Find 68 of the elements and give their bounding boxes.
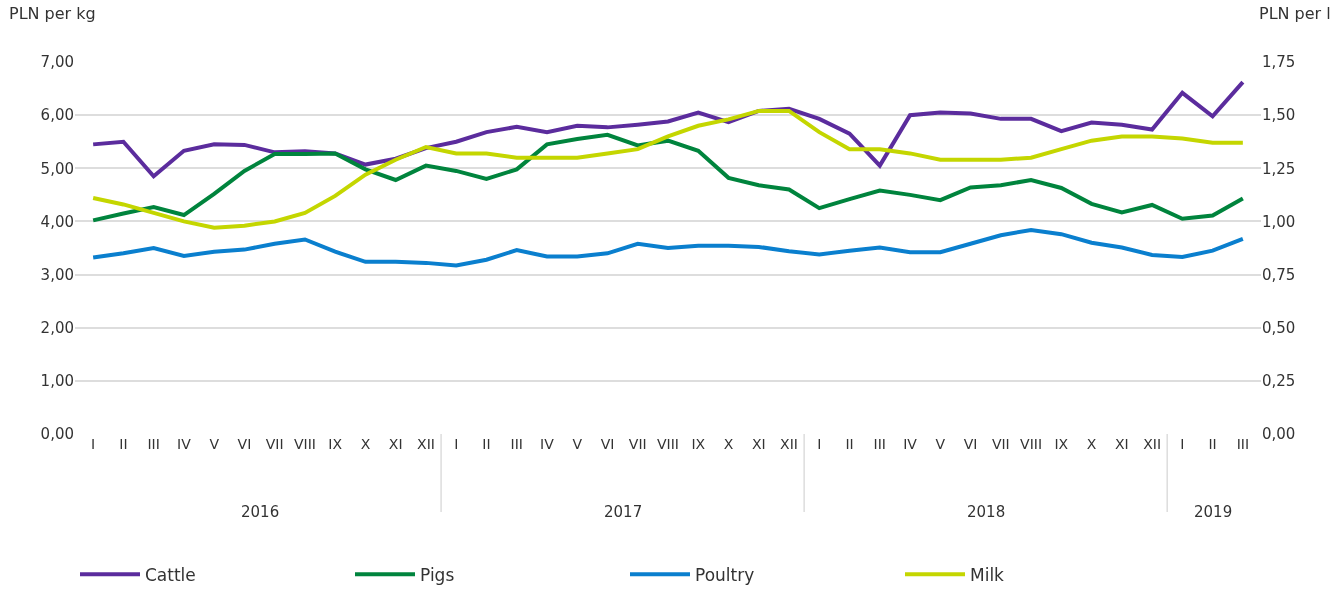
x-tick-label: VIII bbox=[1020, 436, 1043, 452]
x-tick-label: XI bbox=[751, 436, 766, 452]
y-tick-label: 7,00 bbox=[40, 53, 74, 72]
y-tick-label: 0,00 bbox=[40, 425, 74, 444]
x-tick-label: XII bbox=[1143, 436, 1162, 452]
x-tick-label: I bbox=[1180, 436, 1185, 452]
legend-label: Milk bbox=[970, 564, 1005, 585]
x-tick-label: VIII bbox=[657, 436, 679, 452]
x-tick-label: XII bbox=[780, 436, 798, 452]
x-tick-label: III bbox=[510, 436, 523, 452]
y2-tick-label: 0,75 bbox=[1262, 265, 1296, 284]
x-tick-label: II bbox=[1208, 436, 1217, 452]
x-tick-label: II bbox=[845, 436, 854, 452]
line-series bbox=[91, 108, 1245, 230]
x-tick-label: VI bbox=[600, 436, 615, 452]
text: 2016 bbox=[241, 503, 280, 521]
y2-tick-label: 0,25 bbox=[1262, 372, 1296, 391]
x-tick-label: III bbox=[147, 436, 160, 452]
x-tick-label: I bbox=[817, 436, 822, 452]
x-tick-label: I bbox=[91, 436, 96, 452]
x-tick-label: X bbox=[723, 436, 734, 452]
x-tick-label: VII bbox=[991, 436, 1010, 452]
x-tick-label: XI bbox=[388, 436, 403, 452]
x-tick-label: III bbox=[873, 436, 886, 452]
x-tick-label: IV bbox=[903, 436, 918, 452]
x-tick-label: VIII bbox=[293, 436, 316, 452]
x-tick-label: VI bbox=[237, 436, 252, 452]
x-tick-label: VII bbox=[628, 436, 647, 452]
y2-tick-label: 0,50 bbox=[1262, 318, 1296, 337]
x-tick-label: V bbox=[935, 436, 946, 452]
y2-tick-label: 1,75 bbox=[1262, 53, 1296, 72]
y-tick-label: 1,00 bbox=[40, 372, 74, 391]
legend-label: Poultry bbox=[695, 564, 755, 585]
x-tick-label: XII bbox=[417, 436, 435, 452]
x-tick-label: II bbox=[482, 436, 491, 452]
y-tick-label: 4,00 bbox=[40, 212, 74, 231]
y2-axis-title: PLN per l bbox=[1259, 4, 1331, 23]
y-axis-title: PLN per kg bbox=[9, 4, 96, 23]
x-tick-label: IX bbox=[328, 436, 343, 452]
x-tick-label: IV bbox=[540, 436, 555, 452]
x-tick-label: IV bbox=[177, 436, 192, 452]
y-tick-label: 3,00 bbox=[40, 265, 74, 284]
x-tick-label: XI bbox=[1114, 436, 1129, 452]
line-series bbox=[91, 227, 1245, 268]
x-tick-label: III bbox=[1236, 436, 1250, 452]
x-tick-label: VII bbox=[265, 436, 284, 452]
x-tick-label: II bbox=[119, 436, 128, 452]
x-tick-label: V bbox=[572, 436, 583, 452]
text: 2017 bbox=[604, 503, 643, 521]
x-tick-label: X bbox=[360, 436, 371, 452]
y2-tick-label: 1,25 bbox=[1262, 159, 1296, 178]
legend-label: Cattle bbox=[145, 564, 196, 585]
x-tick-label: VI bbox=[963, 436, 978, 452]
x-tick-label: IX bbox=[1054, 436, 1069, 452]
y-tick-label: 5,00 bbox=[40, 159, 74, 178]
text: 2018 bbox=[967, 503, 1006, 521]
text: 2019 bbox=[1194, 503, 1233, 521]
y-tick-label: 6,00 bbox=[40, 106, 74, 125]
y2-tick-label: 1,00 bbox=[1262, 212, 1296, 231]
x-tick-label: V bbox=[209, 436, 220, 452]
x-tick-label: IX bbox=[691, 436, 706, 452]
y2-tick-label: 1,50 bbox=[1262, 106, 1296, 125]
x-tick-label: I bbox=[454, 436, 459, 452]
y2-tick-label: 0,00 bbox=[1262, 425, 1296, 444]
y-tick-label: 2,00 bbox=[40, 318, 74, 337]
x-tick-label: X bbox=[1086, 436, 1097, 452]
legend-label: Pigs bbox=[420, 564, 455, 585]
line-series bbox=[91, 132, 1245, 223]
